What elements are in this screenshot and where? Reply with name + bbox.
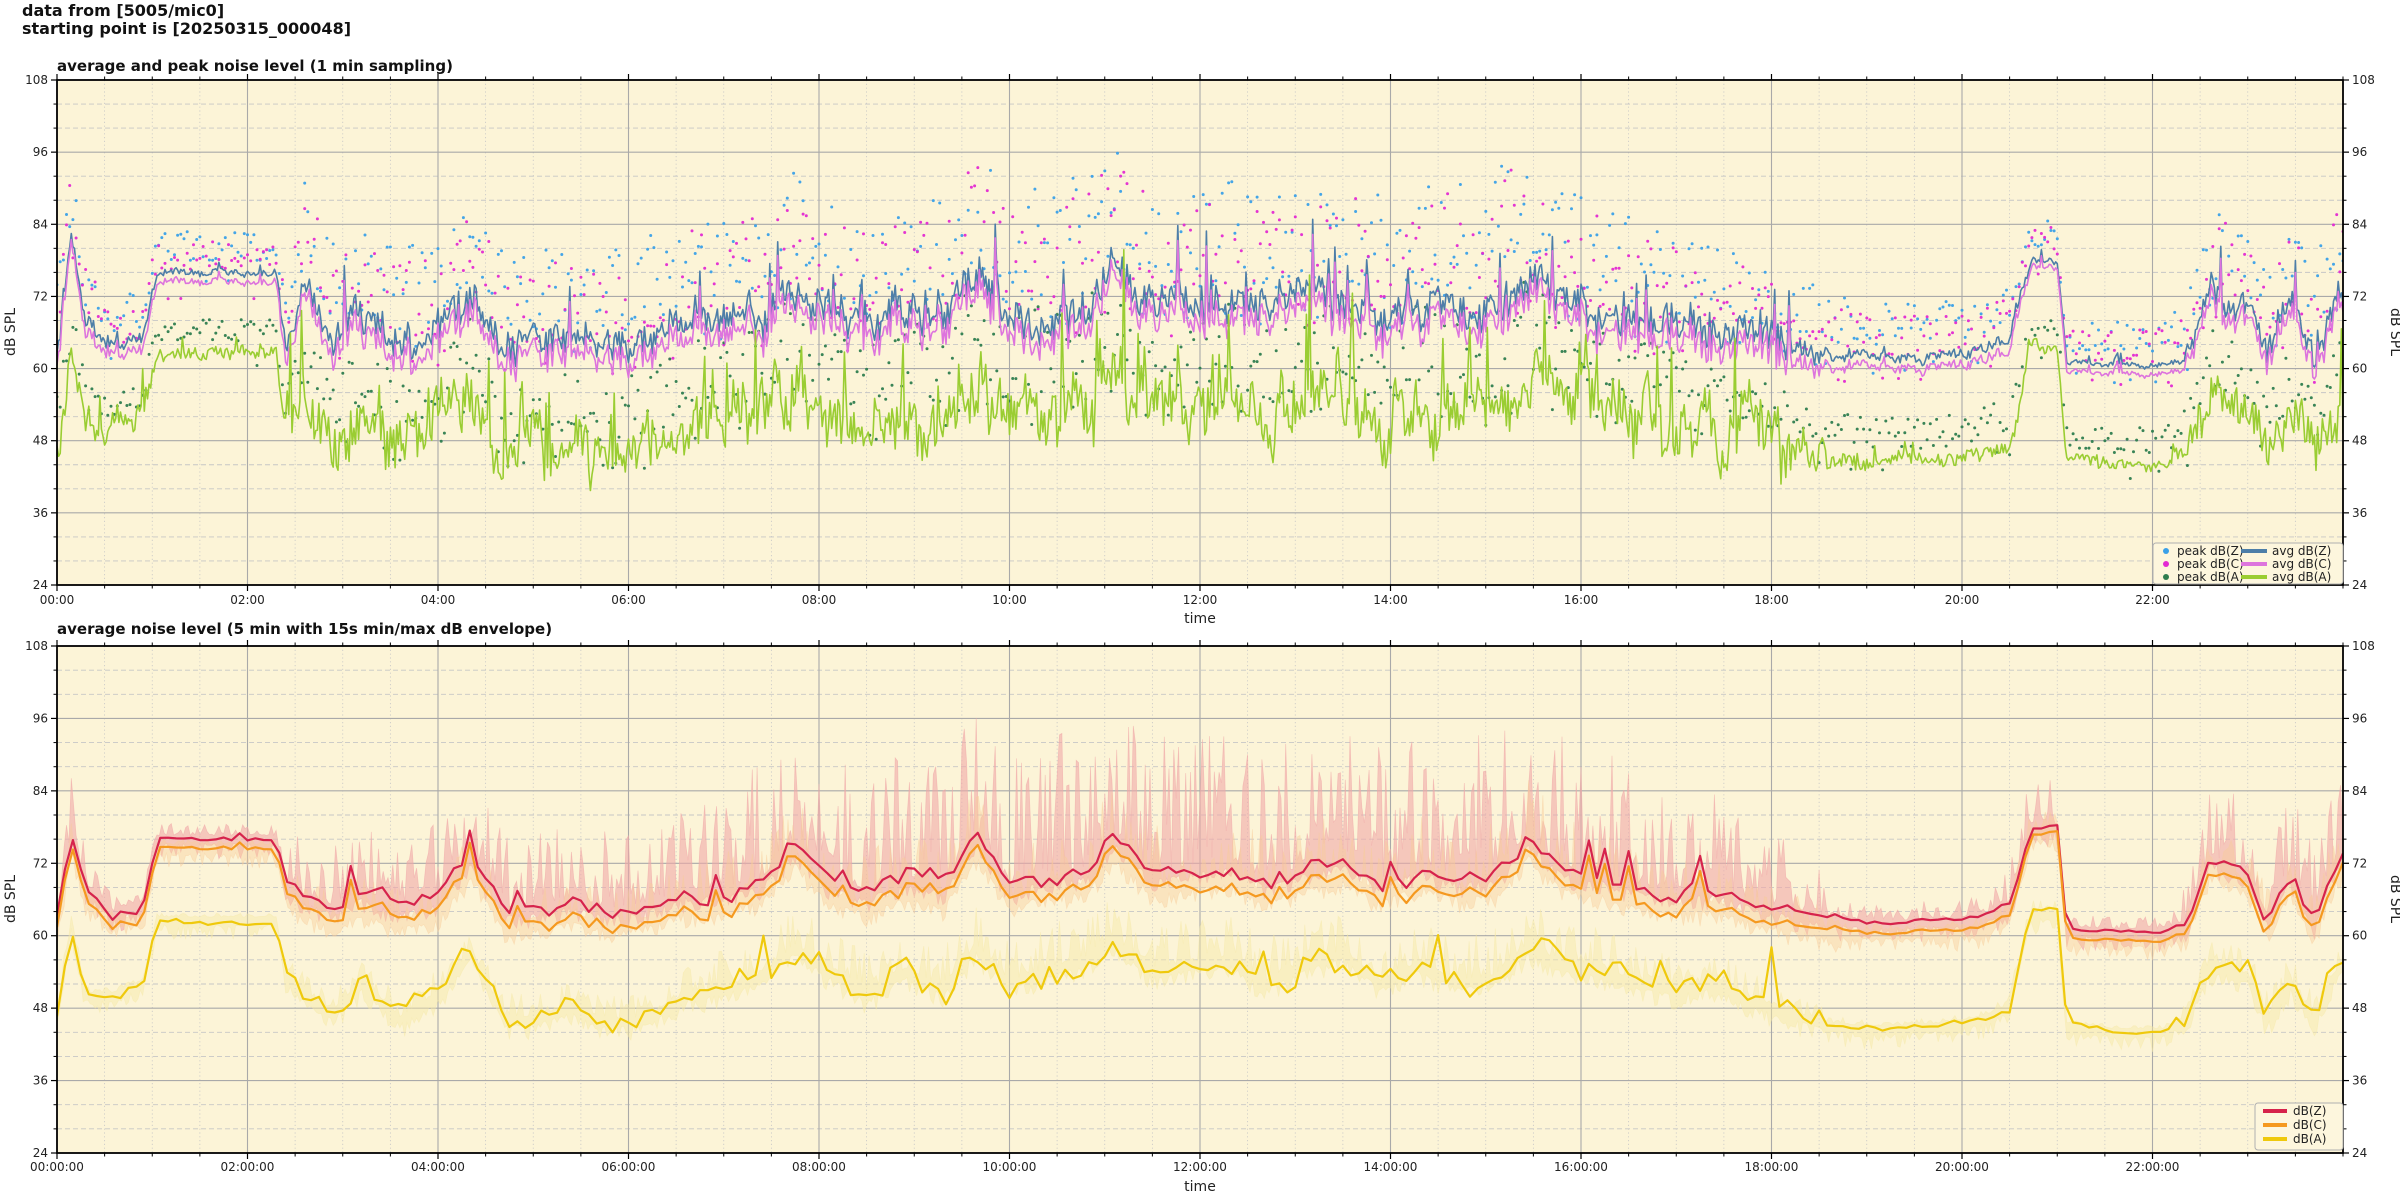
- ytick-label-right: 24: [2352, 1146, 2367, 1160]
- xtick-label: 18:00: [1754, 593, 1789, 607]
- ylabel-left-bottom: dB SPL: [3, 875, 19, 923]
- ytick-label-right: 108: [2352, 639, 2375, 653]
- envelope-dB(A): [57, 900, 2343, 1053]
- ytick-label-right: 24: [2352, 578, 2367, 592]
- ytick-label-left: 108: [25, 73, 48, 87]
- ytick-label-right: 108: [2352, 73, 2375, 87]
- plot-area-top: 24 24 36 36 48 48 60 60 72 72 84 84 96 96 108 108 00:00 0…: [25, 73, 2375, 607]
- ytick-label-right: 60: [2352, 929, 2367, 943]
- envelope-dB(C): [57, 780, 2343, 961]
- ytick-label-right: 60: [2352, 362, 2367, 376]
- xtick-label: 22:00:00: [2126, 1160, 2180, 1174]
- legend-label: peak dB(A): [2177, 570, 2244, 584]
- legend-marker-dot: [2163, 548, 2169, 554]
- ticks: 24 24 36 36 48 48 60 60 72 72 84 84 96 96 108 108 00:00:…: [25, 639, 2375, 1174]
- chart-average-peak-noise: 24 24 36 36 48 48 60 60 72 72 84 84 96 96 108 108 00:00 0…: [3, 57, 2400, 627]
- line-dB(C): [57, 830, 2343, 943]
- ytick-label-left: 108: [25, 639, 48, 653]
- xtick-label: 02:00: [230, 593, 265, 607]
- legend-label: avg dB(Z): [2272, 544, 2331, 558]
- ytick-label-right: 96: [2352, 145, 2367, 159]
- xtick-label: 22:00: [2135, 593, 2170, 607]
- ytick-label-right: 48: [2352, 1001, 2367, 1015]
- ytick-label-left: 48: [33, 1001, 48, 1015]
- ytick-label-left: 84: [33, 784, 48, 798]
- header-line1: data from [5005/mic0]: [22, 1, 224, 20]
- xtick-label: 10:00: [992, 593, 1027, 607]
- line-dB(Z): [57, 824, 2343, 934]
- xlabel-top: time: [1184, 611, 1216, 627]
- legend-label: peak dB(Z): [2177, 544, 2244, 558]
- legend: peak dB(Z)peak dB(C)peak dB(A)avg dB(Z)a…: [2152, 542, 2344, 585]
- envelope-dB(Z): [57, 717, 2343, 952]
- ytick-label-left: 84: [33, 217, 48, 231]
- legend-label: peak dB(C): [2177, 557, 2244, 571]
- ticks: 24 24 36 36 48 48 60 60 72 72 84 84 96 96 108 108 00:00 0…: [25, 73, 2375, 607]
- xtick-label: 04:00: [421, 593, 456, 607]
- legend-marker-dot: [2163, 561, 2169, 567]
- xtick-label: 10:00:00: [983, 1160, 1037, 1174]
- ylabel-right-top: dB SPL: [2387, 308, 2400, 356]
- xlabel-bottom: time: [1184, 1179, 1216, 1195]
- ytick-label-right: 96: [2352, 711, 2367, 725]
- line-dB(A): [57, 906, 2343, 1035]
- xtick-label: 00:00: [40, 593, 75, 607]
- legend-label: dB(A): [2293, 1132, 2326, 1146]
- xtick-label: 16:00: [1564, 593, 1599, 607]
- scatter-peak dB(C): [57, 166, 2343, 388]
- ytick-label-left: 36: [33, 506, 48, 520]
- ytick-label-left: 72: [33, 289, 48, 303]
- plot-area-bottom: 24 24 36 36 48 48 60 60 72 72 84 84 96 96 108 108 00:00:…: [25, 639, 2375, 1174]
- xtick-label: 20:00: [1945, 593, 1980, 607]
- xtick-label: 06:00: [611, 593, 646, 607]
- series-layer: [57, 717, 2343, 1053]
- xtick-label: 12:00: [1183, 593, 1218, 607]
- xtick-label: 04:00:00: [411, 1160, 465, 1174]
- chart-title-bottom: average noise level (5 min with 15s min/…: [57, 620, 552, 638]
- ylabel-left-top: dB SPL: [3, 308, 19, 356]
- chart-title-top: average and peak noise level (1 min samp…: [57, 57, 453, 75]
- ytick-label-left: 72: [33, 856, 48, 870]
- line-avg dB(A): [57, 248, 2343, 492]
- xtick-label: 06:00:00: [602, 1160, 656, 1174]
- ytick-label-left: 36: [33, 1074, 48, 1088]
- ytick-label-right: 36: [2352, 506, 2367, 520]
- line-avg dB(C): [57, 233, 2343, 383]
- xtick-label: 16:00:00: [1554, 1160, 1608, 1174]
- chart-average-noise-envelope: 24 24 36 36 48 48 60 60 72 72 84 84 96 96 108 108 00:00:…: [3, 620, 2400, 1195]
- ytick-label-left: 48: [33, 434, 48, 448]
- xtick-label: 12:00:00: [1173, 1160, 1227, 1174]
- xtick-label: 00:00:00: [30, 1160, 84, 1174]
- legend-marker-dot: [2163, 574, 2169, 580]
- xtick-label: 14:00:00: [1364, 1160, 1418, 1174]
- ytick-label-right: 72: [2352, 856, 2367, 870]
- ytick-label-left: 60: [33, 362, 48, 376]
- legend: dB(Z)dB(C)dB(A): [2254, 1102, 2344, 1151]
- xtick-label: 18:00:00: [1745, 1160, 1799, 1174]
- ytick-label-right: 48: [2352, 434, 2367, 448]
- series-layer: [57, 151, 2343, 492]
- ylabel-right-bottom: dB SPL: [2387, 875, 2400, 923]
- ytick-label-right: 84: [2352, 217, 2367, 231]
- xtick-label: 14:00: [1373, 593, 1408, 607]
- ytick-label-right: 36: [2352, 1074, 2367, 1088]
- ytick-label-left: 96: [33, 711, 48, 725]
- xtick-label: 02:00:00: [221, 1160, 275, 1174]
- legend-label: avg dB(C): [2272, 557, 2331, 571]
- legend-label: avg dB(A): [2272, 570, 2331, 584]
- ytick-label-right: 72: [2352, 289, 2367, 303]
- xtick-label: 08:00:00: [792, 1160, 846, 1174]
- ytick-label-left: 60: [33, 929, 48, 943]
- header-line2: starting point is [20250315_000048]: [22, 19, 351, 38]
- ytick-label-left: 24: [33, 1146, 48, 1160]
- legend-label: dB(Z): [2293, 1104, 2326, 1118]
- ytick-label-right: 84: [2352, 784, 2367, 798]
- xtick-label: 08:00: [802, 593, 837, 607]
- ytick-label-left: 24: [33, 578, 48, 592]
- xtick-label: 20:00:00: [1935, 1160, 1989, 1174]
- ytick-label-left: 96: [33, 145, 48, 159]
- legend-label: dB(C): [2293, 1118, 2327, 1132]
